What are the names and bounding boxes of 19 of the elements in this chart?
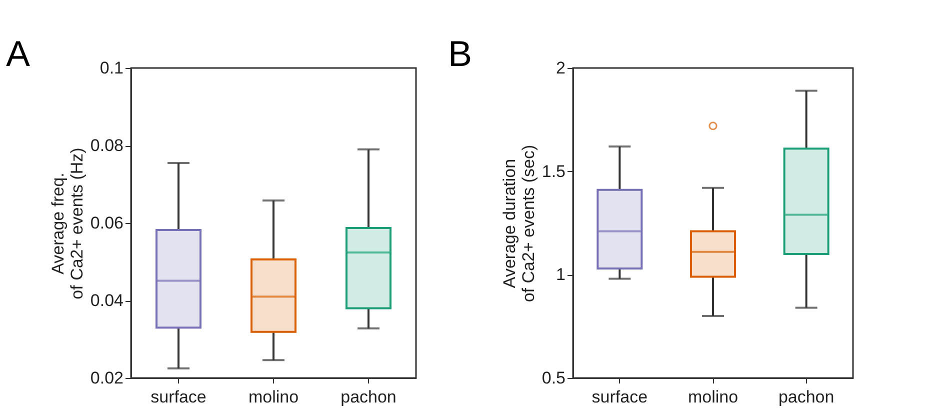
y-tick-label: 0.04 (90, 291, 124, 310)
y-tick-label: 2 (556, 58, 566, 78)
x-tick-label: pachon (778, 388, 834, 406)
chart-title: B (448, 33, 472, 74)
x-tick-label: surface (592, 388, 648, 406)
y-tick-label: 1 (556, 265, 566, 284)
y-tick-label: 0.02 (90, 368, 124, 388)
x-tick-label: molino (688, 388, 738, 406)
y-tick-label: 0.08 (90, 136, 124, 155)
y-tick-label: 0.1 (100, 58, 124, 78)
chart-title: A (6, 33, 30, 74)
x-tick-label: pachon (340, 388, 396, 406)
y-axis-title: Average duration of Ca2+ events (sec) (500, 144, 538, 302)
y-tick-label: 1.5 (542, 162, 566, 181)
y-tick-label: 0.5 (542, 368, 566, 388)
y-axis-title: Average freq. of Ca2+ events (Hz) (48, 148, 86, 300)
x-tick-label: surface (150, 388, 206, 406)
y-tick-label: 0.06 (90, 214, 124, 232)
x-tick-label: molino (248, 388, 299, 406)
